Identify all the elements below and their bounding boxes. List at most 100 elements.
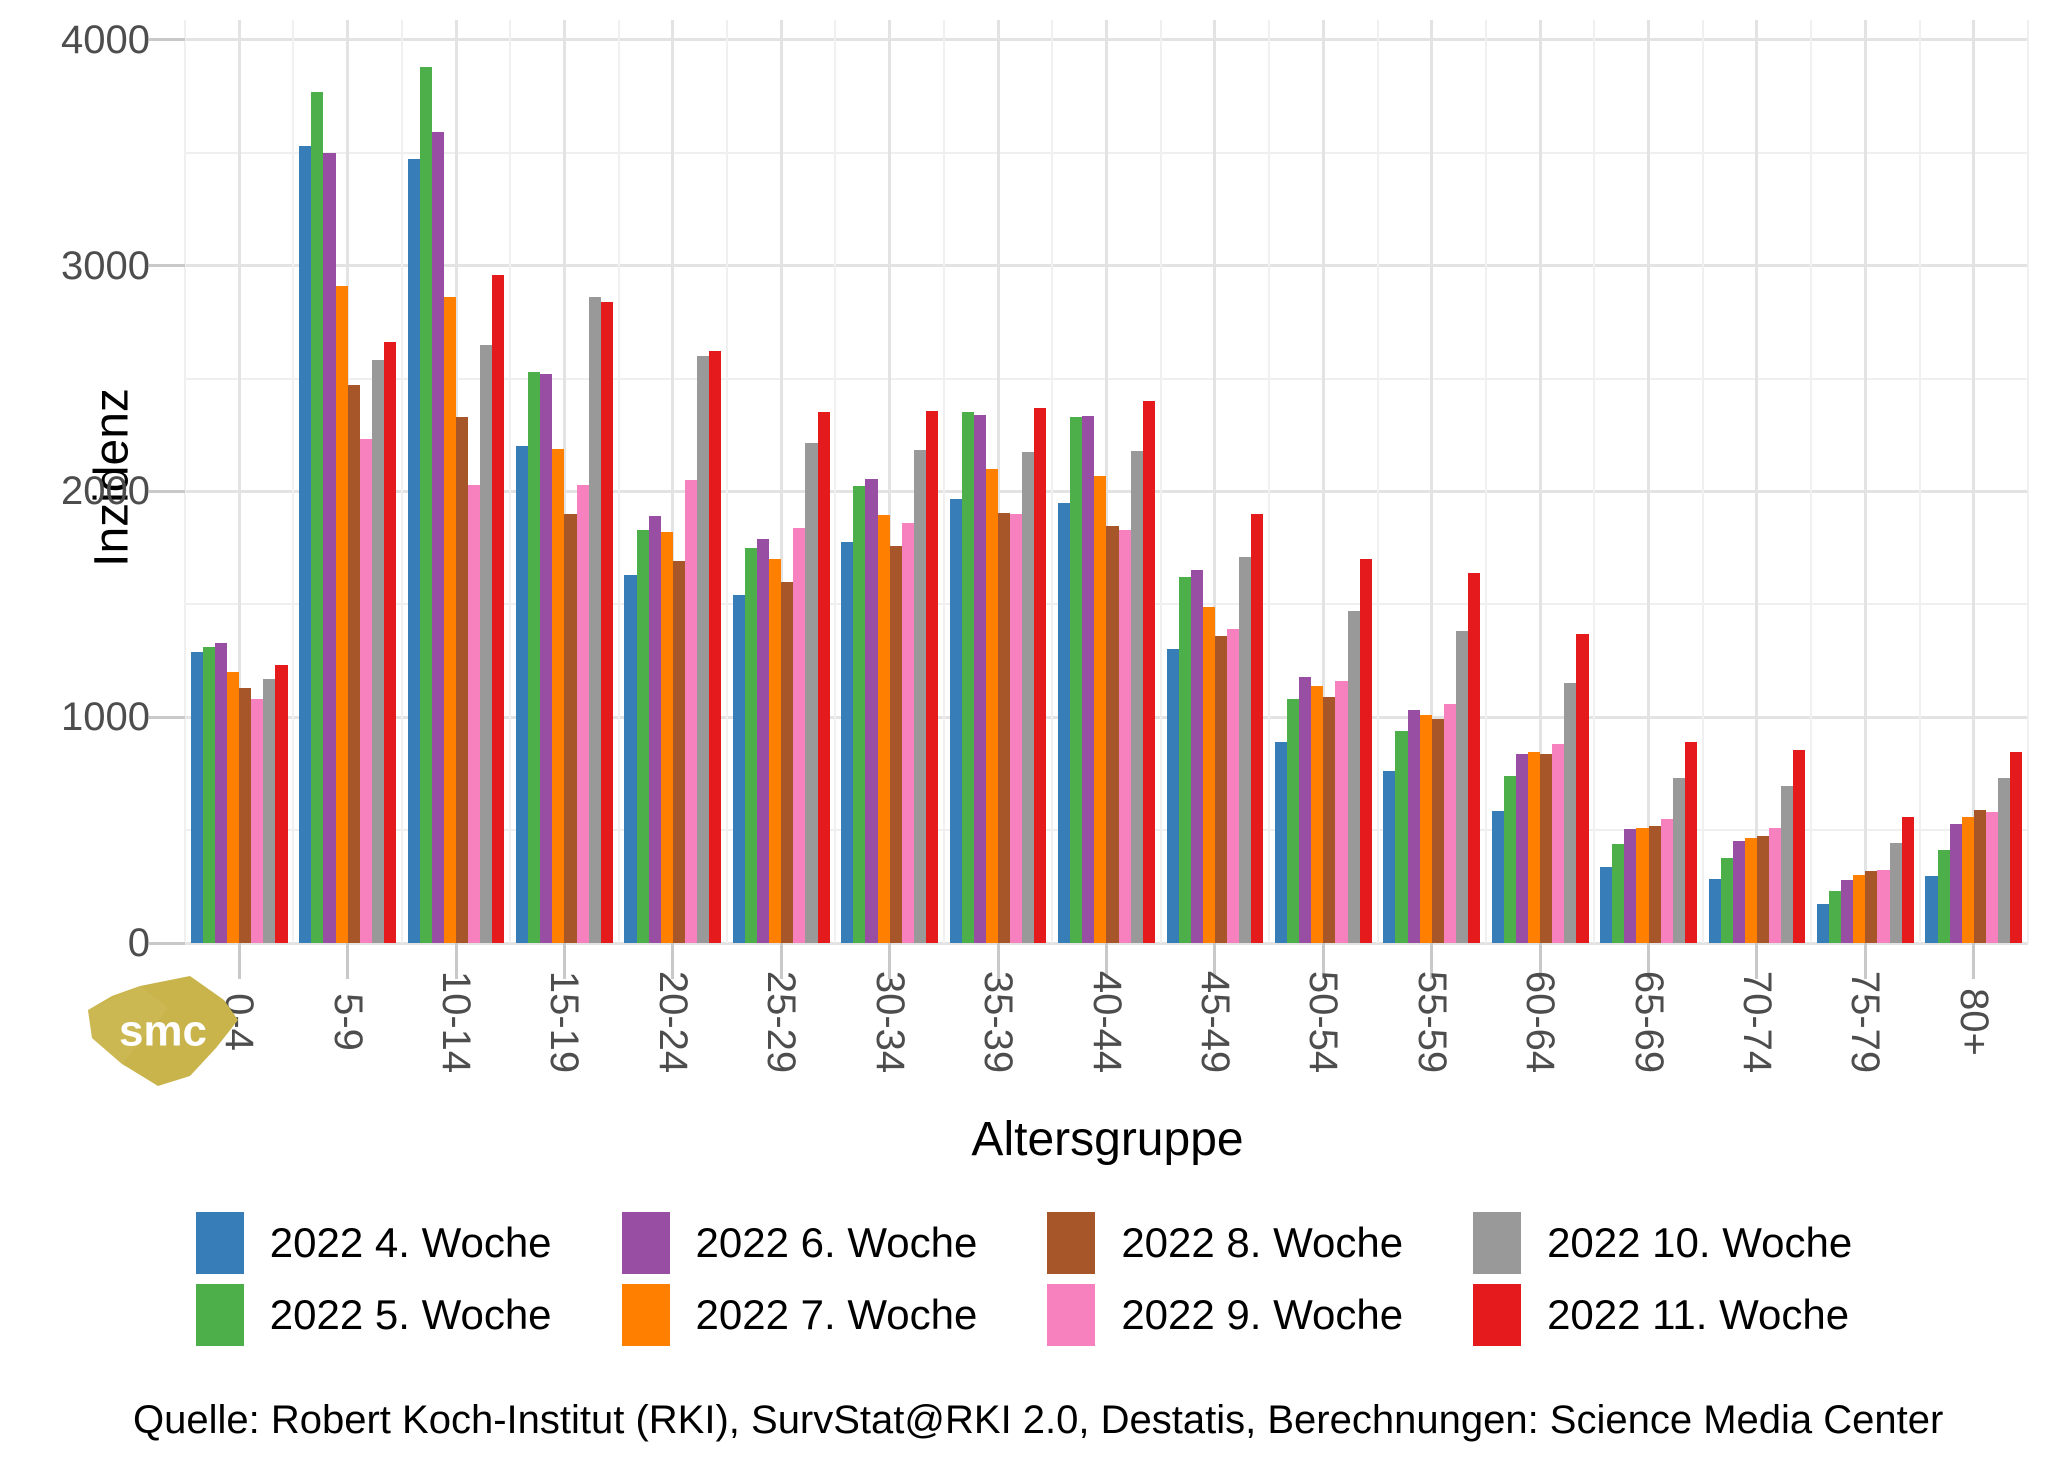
bar-70-74-2022-5-woche (1720, 858, 1733, 943)
bar-60-64-2022-11-woche (1576, 633, 1589, 943)
bar-65-69-2022-11-woche (1684, 742, 1697, 943)
legend-item-label: 2022 10. Woche (1547, 1219, 1853, 1266)
x-tick-label-10-14: 10-14 (434, 970, 479, 1074)
x-tick-mark (671, 943, 675, 979)
bar-0-4-2022-6-woche (215, 642, 228, 943)
bar-group-50-54 (1269, 559, 1377, 943)
bar-45-49-2022-11-woche (1251, 513, 1264, 943)
legend-item: 2022 11. Woche (1473, 1284, 1852, 1346)
gridline-major-vertical (1538, 20, 1542, 943)
bar-75-79-2022-4-woche (1817, 903, 1830, 943)
x-tick-label-50-54: 50-54 (1301, 970, 1346, 1074)
gridline-minor-vertical (292, 20, 295, 943)
y-tick-label: 4000 (61, 17, 150, 62)
bar-70-74-2022-9-woche (1769, 827, 1782, 943)
bar-30-34-2022-4-woche (841, 542, 854, 943)
bar-65-69-2022-4-woche (1600, 867, 1613, 943)
bar-70-74-2022-7-woche (1744, 838, 1757, 943)
bar-35-39-2022-5-woche (961, 412, 974, 943)
bar-20-24-2022-7-woche (660, 532, 673, 943)
gridline-major-vertical (1863, 20, 1867, 943)
bar-10-14-2022-8-woche (456, 416, 469, 943)
smc-logo: smc (88, 976, 238, 1086)
bar-60-64-2022-4-woche (1491, 810, 1504, 943)
bar-15-19-2022-4-woche (516, 446, 529, 943)
bar-30-34-2022-5-woche (853, 485, 866, 943)
x-tick-mark (454, 943, 458, 979)
gridline-minor-vertical (2027, 20, 2029, 943)
bar-65-69-2022-6-woche (1624, 828, 1637, 943)
legend: 2022 4. Woche 2022 5. Woche 2022 6. Woche 2… (0, 1212, 2048, 1346)
x-tick-mark (1538, 943, 1542, 979)
bar-80+-2022-8-woche (1973, 809, 1986, 943)
bar-25-29-2022-11-woche (817, 412, 830, 943)
x-tick-mark (1213, 943, 1217, 979)
y-tick-label: 0 (127, 921, 150, 965)
bar-0-4-2022-11-woche (275, 665, 288, 943)
y-tick-mark (149, 38, 185, 42)
y-tick-label: 3000 (61, 243, 150, 288)
x-tick-label-35-39: 35-39 (976, 970, 1021, 1074)
legend-column: 2022 10. Woche 2022 11. Woche (1473, 1212, 1852, 1346)
bar-30-34-2022-9-woche (901, 523, 914, 943)
bar-25-29-2022-4-woche (732, 595, 745, 943)
legend-item: 2022 6. Woche (621, 1212, 977, 1274)
bar-30-34-2022-11-woche (925, 411, 939, 943)
bar-10-14-2022-10-woche (480, 344, 493, 943)
bar-25-29-2022-7-woche (769, 559, 782, 943)
x-tick-label-40-44: 40-44 (1084, 970, 1129, 1074)
smc-logo-text: smc (119, 1007, 207, 1056)
bar-45-49-2022-6-woche (1190, 570, 1203, 943)
gridline-major-vertical (1105, 20, 1108, 943)
y-tick-mark (149, 715, 185, 719)
legend-swatch (1473, 1284, 1522, 1346)
bar-75-79-2022-9-woche (1877, 869, 1890, 943)
gridline-major-vertical (779, 20, 783, 943)
bar-60-64-2022-10-woche (1564, 683, 1577, 943)
bar-20-24-2022-9-woche (684, 480, 698, 943)
x-tick-label-55-59: 55-59 (1409, 970, 1454, 1074)
bar-40-44-2022-4-woche (1058, 502, 1071, 943)
bar-35-39-2022-11-woche (1034, 407, 1047, 943)
legend-item: 2022 5. Woche (195, 1284, 552, 1346)
bar-55-59-2022-5-woche (1395, 730, 1408, 943)
bar-60-64-2022-9-woche (1552, 744, 1565, 943)
bar-45-49-2022-4-woche (1166, 649, 1179, 943)
bar-45-49-2022-7-woche (1202, 606, 1215, 943)
x-tick-label-60-64: 60-64 (1518, 970, 1563, 1074)
y-tick-mark (149, 489, 185, 493)
bar-75-79-2022-6-woche (1841, 879, 1854, 943)
bar-0-4-2022-7-woche (227, 672, 240, 943)
legend-item-label: 2022 7. Woche (695, 1291, 978, 1338)
x-tick-label-70-74: 70-74 (1734, 970, 1779, 1074)
bar-70-74-2022-8-woche (1756, 835, 1770, 943)
bar-5-9-2022-11-woche (383, 342, 396, 943)
bar-15-19-2022-5-woche (528, 371, 541, 943)
x-tick-label-25-29: 25-29 (759, 970, 804, 1074)
bar-5-9-2022-7-woche (335, 285, 348, 943)
bar-70-74-2022-4-woche (1708, 878, 1721, 943)
bar-65-69-2022-5-woche (1612, 843, 1625, 943)
bar-group-75-79 (1811, 816, 1919, 943)
gridline-minor-vertical (726, 20, 729, 943)
bar-50-54-2022-6-woche (1299, 676, 1312, 943)
x-tick-mark (346, 943, 350, 979)
x-tick-mark (237, 943, 241, 979)
bar-35-39-2022-6-woche (973, 414, 986, 943)
legend-item: 2022 10. Woche (1473, 1212, 1852, 1274)
bar-15-19-2022-9-woche (576, 484, 589, 943)
bar-45-49-2022-10-woche (1239, 556, 1252, 943)
bar-15-19-2022-7-woche (552, 448, 565, 943)
gridline-minor-vertical (834, 20, 837, 943)
legend-swatch (621, 1284, 670, 1346)
bar-75-79-2022-7-woche (1853, 875, 1866, 943)
bar-40-44-2022-7-woche (1094, 475, 1107, 943)
x-tick-mark (1430, 943, 1434, 979)
bar-group-15-19 (510, 297, 618, 943)
bar-30-34-2022-10-woche (913, 449, 926, 943)
legend-swatch (195, 1284, 244, 1346)
bar-group-25-29 (727, 412, 835, 943)
bar-0-4-2022-8-woche (239, 687, 252, 943)
bar-50-54-2022-9-woche (1335, 681, 1348, 943)
